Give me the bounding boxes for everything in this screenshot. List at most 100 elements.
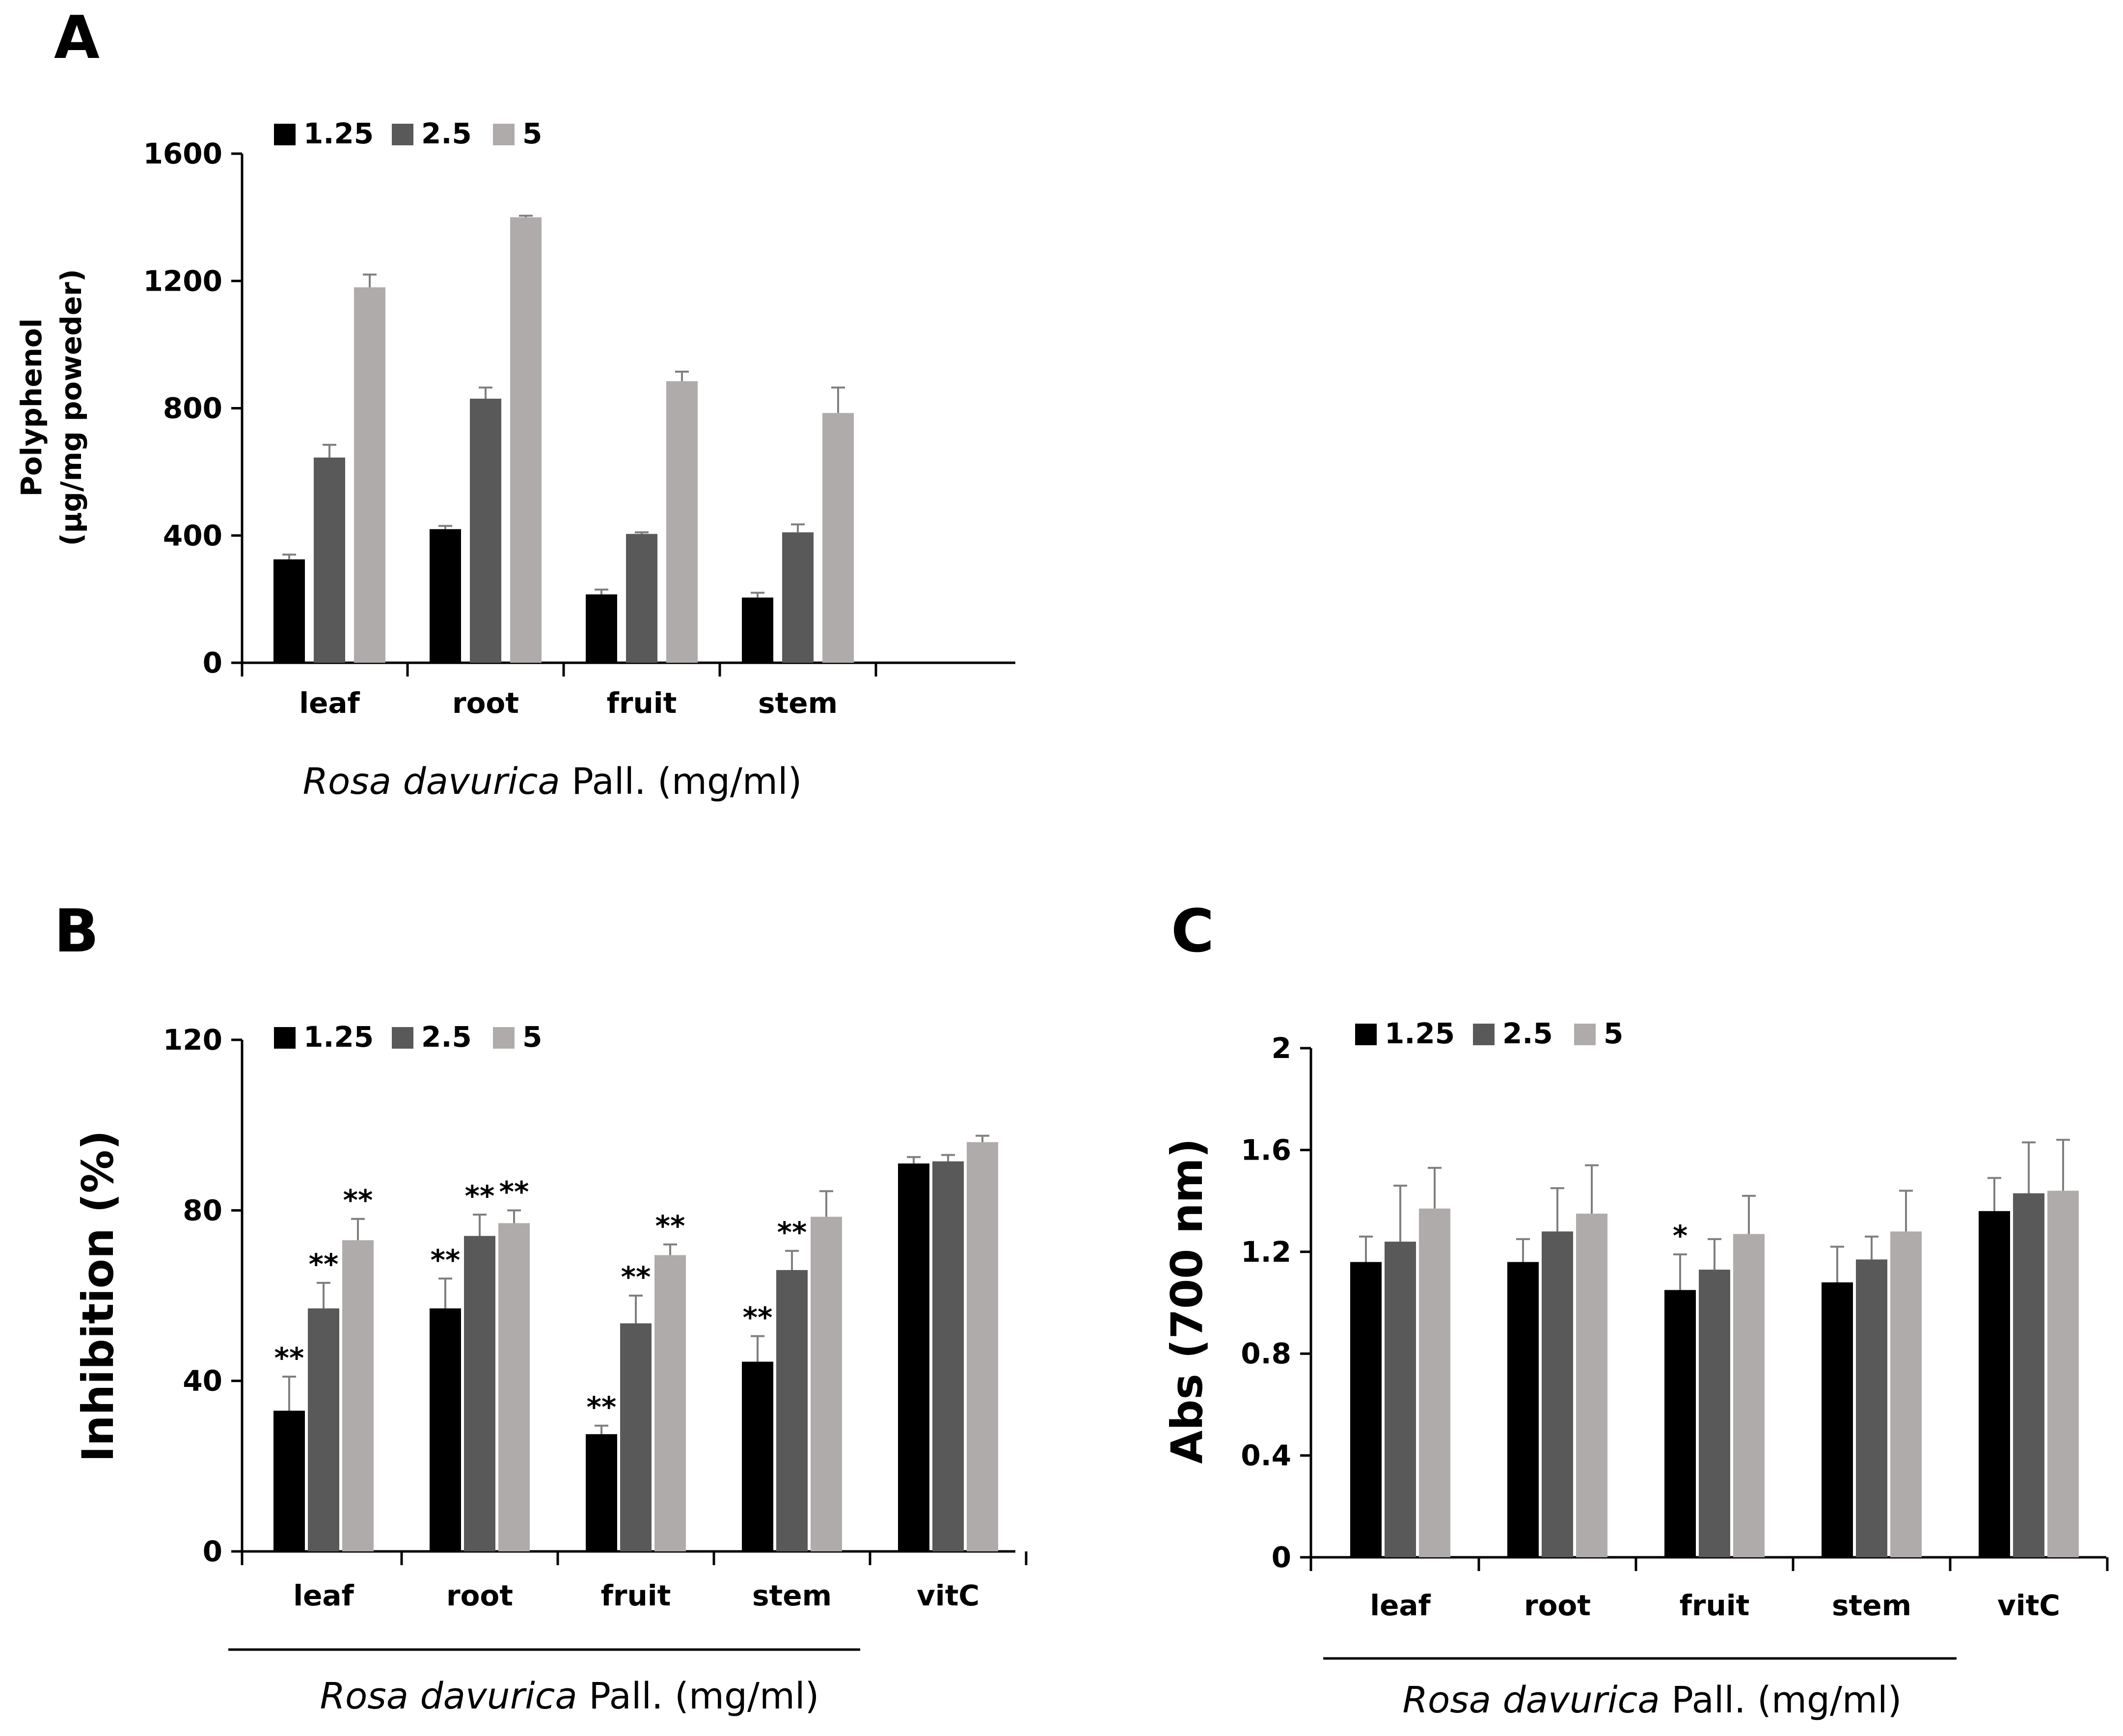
y-axis-title: Abs (700 nm) [1162, 1138, 1212, 1464]
y-tick-label: 1200 [143, 264, 222, 298]
legend-swatch [493, 1027, 515, 1049]
bar-stem-2.5 [776, 1270, 808, 1551]
x-tick-label: stem [1832, 1589, 1911, 1622]
x-tick-label: root [1524, 1589, 1591, 1622]
y-tick-label: 0.4 [1241, 1439, 1291, 1472]
legend-label: 5 [522, 1020, 542, 1054]
legend-label: 5 [1604, 1017, 1623, 1050]
bar-leaf-1.25 [273, 1410, 305, 1551]
y-tick-label: 2 [1272, 1031, 1291, 1065]
bar-root-1.25 [430, 1308, 461, 1551]
bar-fruit-5 [666, 381, 698, 663]
panel-letter: A [54, 4, 100, 72]
x-tick-label: stem [758, 686, 838, 720]
significance-marker: ** [777, 1216, 807, 1249]
x-axis-title: Rosa davurica Pall. (mg/ml) [320, 1675, 819, 1717]
bar-root-1.25 [430, 529, 461, 663]
x-tick-label: leaf [293, 1579, 354, 1612]
bar-fruit-5 [654, 1255, 686, 1551]
bar-stem-2.5 [1856, 1259, 1887, 1557]
legend-swatch [1473, 1024, 1495, 1045]
y-tick-label: 0 [203, 1535, 222, 1568]
chart-panel-c: C 0 0.4 0.8 1.2 1.6 2 * leaf root fruit stem vitC 1.2… [1162, 897, 2109, 1721]
legend-label: 5 [522, 117, 542, 150]
y-tick-label: 1600 [143, 137, 222, 170]
bar-vitC-2.5 [932, 1161, 964, 1551]
significance-marker: ** [431, 1243, 461, 1276]
y-axis-title: Inhibition (%) [73, 1130, 123, 1462]
bar-stem-2.5 [782, 532, 814, 663]
bar-leaf-5 [354, 287, 385, 663]
bar-stem-1.25 [742, 597, 773, 663]
bar-fruit-1.25 [586, 1434, 617, 1551]
y-tick-label: 40 [183, 1364, 222, 1398]
legend-label: 1.25 [303, 117, 374, 150]
y-tick-label: 0 [203, 646, 222, 679]
x-axis-title-italic: Rosa davurica [320, 1675, 589, 1717]
x-tick-label: vitC [1997, 1589, 2060, 1622]
y-tick-label: 1.6 [1241, 1133, 1291, 1166]
x-tick-label: stem [752, 1579, 832, 1612]
x-axis-title-italic: Rosa davurica [303, 760, 572, 803]
bar-leaf-1.25 [273, 559, 305, 663]
significance-marker: ** [309, 1248, 339, 1281]
legend-swatch [392, 124, 413, 145]
bar-stem-1.25 [1822, 1282, 1853, 1557]
legend-label: 2.5 [421, 1020, 472, 1054]
x-tick-label: fruit [601, 1579, 671, 1612]
significance-marker: ** [587, 1390, 617, 1424]
legend-swatch [493, 124, 515, 145]
bar-vitC-2.5 [2013, 1193, 2044, 1557]
significance-marker: ** [655, 1209, 685, 1243]
x-tick-label: root [446, 1579, 513, 1612]
x-axis-title-rest: Pall. (mg/ml) [572, 760, 802, 803]
significance-marker: ** [465, 1179, 495, 1213]
x-tick-label: leaf [1370, 1589, 1431, 1622]
y-tick-label: 0 [1272, 1541, 1291, 1574]
y-tick-label: 800 [163, 392, 222, 425]
significance-marker: * [1673, 1219, 1688, 1252]
y-tick-label: 0.8 [1241, 1337, 1291, 1370]
y-axis-title: (μg/mg poweder) [54, 269, 88, 546]
bar-stem-5 [811, 1217, 842, 1551]
bar-fruit-1.25 [586, 594, 617, 663]
x-axis-title-rest: Pall. (mg/ml) [1671, 1679, 1902, 1721]
y-tick-label: 80 [183, 1194, 222, 1227]
bar-fruit-2.5 [620, 1323, 652, 1551]
bar-root-5 [510, 217, 542, 663]
y-tick-label: 120 [163, 1023, 222, 1057]
legend-swatch [1355, 1024, 1377, 1045]
x-tick-label: root [452, 686, 519, 720]
bar-leaf-1.25 [1350, 1262, 1382, 1557]
x-tick-label: fruit [1680, 1589, 1750, 1622]
x-axis-title-italic: Rosa davurica [1403, 1679, 1672, 1721]
bar-root-2.5 [1542, 1231, 1573, 1557]
legend-swatch [392, 1027, 413, 1049]
bar-root-5 [498, 1223, 530, 1551]
bar-fruit-2.5 [1699, 1270, 1730, 1557]
bar-vitC-1.25 [1979, 1211, 2010, 1557]
significance-marker: ** [743, 1301, 773, 1334]
x-tick-label: fruit [607, 686, 677, 720]
x-axis-title: Rosa davurica Pall. (mg/ml) [303, 760, 802, 803]
bar-leaf-2.5 [314, 457, 345, 663]
bar-root-1.25 [1507, 1262, 1539, 1557]
panel-letter: B [54, 897, 99, 966]
bar-stem-5 [822, 413, 854, 663]
legend-swatch [274, 1027, 296, 1049]
significance-marker: ** [621, 1260, 651, 1294]
significance-marker: ** [343, 1184, 373, 1217]
bar-fruit-2.5 [626, 534, 657, 663]
bar-root-5 [1576, 1214, 1607, 1557]
chart-panel-a: A 0 400 800 1200 1600 leaf root fruit stem 1.25 2.5… [15, 4, 1015, 803]
y-axis-title: Polyphenol [15, 318, 48, 496]
significance-marker: ** [499, 1175, 529, 1208]
legend-label: 2.5 [1502, 1017, 1553, 1050]
y-tick-label: 1.2 [1241, 1235, 1291, 1269]
panel-letter: C [1171, 897, 1214, 966]
legend-label: 1.25 [303, 1020, 374, 1054]
x-axis-title: Rosa davurica Pall. (mg/ml) [1403, 1679, 1902, 1721]
bar-leaf-2.5 [308, 1308, 339, 1551]
